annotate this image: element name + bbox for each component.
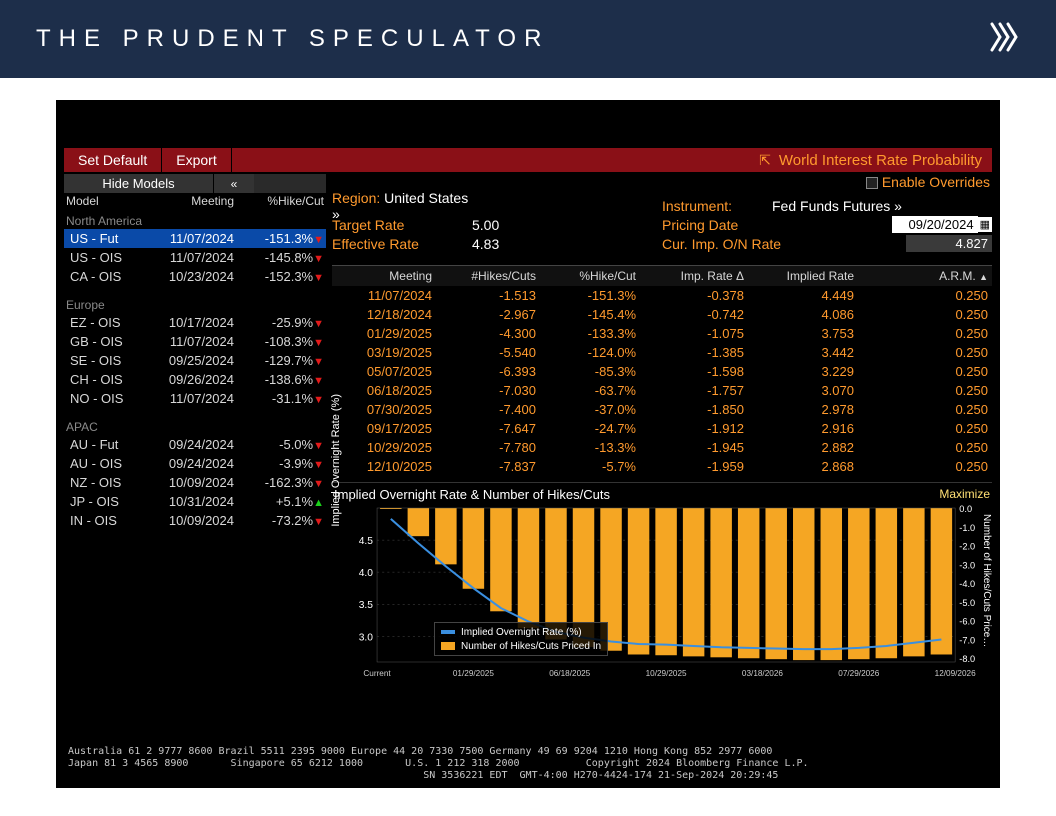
brand-logo-icon <box>986 20 1020 59</box>
model-row[interactable]: US - Fut11/07/2024-151.3%▼ <box>64 229 326 248</box>
hdr-implied[interactable]: Implied Rate <box>744 269 854 283</box>
target-rate-label: Target Rate <box>332 217 472 233</box>
rate-table-row[interactable]: 09/17/2025-7.647-24.7%-1.9122.9160.250 <box>332 419 992 438</box>
legend-line: Implied Overnight Rate (%) <box>461 627 582 638</box>
region-label: North America <box>64 212 326 229</box>
svg-text:-8.0: -8.0 <box>959 654 975 664</box>
terminal-footer: Australia 61 2 9777 8600 Brazil 5511 239… <box>68 746 988 782</box>
instrument-link[interactable]: Fed Funds Futures » <box>772 198 902 214</box>
main-panel: Enable Overrides Region: United States »… <box>332 174 992 682</box>
target-rate-value: 5.00 <box>472 217 499 233</box>
model-row[interactable]: EZ - OIS10/17/2024-25.9%▼ <box>64 313 326 332</box>
rate-table: Meeting #Hikes/Cuts %Hike/Cut Imp. Rate … <box>332 265 992 476</box>
rate-table-row[interactable]: 10/29/2025-7.780-13.3%-1.9452.8820.250 <box>332 438 992 457</box>
region-label: Region: <box>332 190 380 206</box>
model-sidebar: Hide Models « Model Meeting %Hike/Cut No… <box>64 174 326 540</box>
pricing-date-label: Pricing Date <box>662 217 832 233</box>
rate-table-row[interactable]: 11/07/2024-1.513-151.3%-0.3784.4490.250 <box>332 286 992 305</box>
bloomberg-terminal: Set Default Export ⇱ World Interest Rate… <box>56 100 1000 788</box>
cur-imp-rate-label: Cur. Imp. O/N Rate <box>662 236 832 252</box>
legend-bars: Number of Hikes/Cuts Priced In <box>461 641 601 652</box>
screen-title-text: World Interest Rate Probability <box>779 152 982 169</box>
cur-imp-rate-value: 4.827 <box>906 235 992 252</box>
checkbox-icon[interactable] <box>866 177 878 189</box>
maximize-button[interactable]: Maximize <box>939 487 990 502</box>
chart-y-right-label: Number of Hikes/Cuts Price… <box>981 514 992 647</box>
model-row[interactable]: GB - OIS11/07/2024-108.3%▼ <box>64 332 326 351</box>
model-row[interactable]: NO - OIS11/07/2024-31.1%▼ <box>64 389 326 408</box>
chart-section: Implied Overnight Rate & Number of Hikes… <box>332 482 992 682</box>
svg-text:-3.0: -3.0 <box>959 560 975 570</box>
hide-models-button[interactable]: Hide Models <box>64 174 214 193</box>
hdr-meeting[interactable]: Meeting <box>332 269 432 283</box>
set-default-button[interactable]: Set Default <box>64 148 162 172</box>
chart-legend: Implied Overnight Rate (%) Number of Hik… <box>434 622 608 656</box>
chart-y-left-label: Implied Overnight Rate (%) <box>330 394 342 527</box>
svg-text:-5.0: -5.0 <box>959 598 975 608</box>
model-row[interactable]: AU - OIS09/24/2024-3.9%▼ <box>64 454 326 473</box>
calendar-icon[interactable]: ▦ <box>978 217 992 232</box>
model-row[interactable]: NZ - OIS10/09/2024-162.3%▼ <box>64 473 326 492</box>
rate-table-row[interactable]: 03/19/2025-5.540-124.0%-1.3853.4420.250 <box>332 343 992 362</box>
sidebar-header: Model Meeting %Hike/Cut <box>64 194 326 212</box>
hdr-arm[interactable]: A.R.M. ▲ <box>854 269 992 283</box>
svg-text:12/09/2026: 12/09/2026 <box>935 669 977 678</box>
collapse-sidebar-button[interactable]: « <box>214 174 254 193</box>
svg-text:3.5: 3.5 <box>359 600 374 611</box>
model-row[interactable]: SE - OIS09/25/2024-129.7%▼ <box>64 351 326 370</box>
model-row[interactable]: CA - OIS10/23/2024-152.3%▼ <box>64 267 326 286</box>
instrument-label: Instrument: <box>662 198 732 214</box>
region-label: APAC <box>64 418 326 435</box>
rate-table-row[interactable]: 06/18/2025-7.030-63.7%-1.7573.0700.250 <box>332 381 992 400</box>
chart-title: Implied Overnight Rate & Number of Hikes… <box>334 487 610 502</box>
model-row[interactable]: JP - OIS10/31/2024+5.1%▲ <box>64 492 326 511</box>
svg-text:-1.0: -1.0 <box>959 523 975 533</box>
hdr-pct[interactable]: %Hike/Cut <box>536 269 636 283</box>
model-row[interactable]: US - OIS11/07/2024-145.8%▼ <box>64 248 326 267</box>
svg-text:-6.0: -6.0 <box>959 617 975 627</box>
svg-text:03/18/2026: 03/18/2026 <box>742 669 784 678</box>
svg-text:10/29/2025: 10/29/2025 <box>646 669 688 678</box>
svg-text:-7.0: -7.0 <box>959 636 975 646</box>
rate-chart[interactable]: Implied Overnight Rate (%) Number of Hik… <box>334 504 990 682</box>
page-title: THE PRUDENT SPECULATOR <box>36 25 549 53</box>
pricing-date-field[interactable]: 09/20/2024 <box>892 216 978 233</box>
model-row[interactable]: CH - OIS09/26/2024-138.6%▼ <box>64 370 326 389</box>
svg-text:01/29/2025: 01/29/2025 <box>453 669 495 678</box>
col-meeting: Meeting <box>142 194 234 212</box>
export-button[interactable]: Export <box>162 148 231 172</box>
rate-table-header: Meeting #Hikes/Cuts %Hike/Cut Imp. Rate … <box>332 266 992 286</box>
col-model: Model <box>64 194 142 212</box>
toolbar: Set Default Export ⇱ World Interest Rate… <box>64 148 992 172</box>
model-row[interactable]: AU - Fut09/24/2024-5.0%▼ <box>64 435 326 454</box>
hdr-hikes[interactable]: #Hikes/Cuts <box>432 269 536 283</box>
effective-rate-value: 4.83 <box>472 236 499 252</box>
svg-text:3.0: 3.0 <box>359 632 374 643</box>
screen-title: ⇱ World Interest Rate Probability <box>759 152 992 169</box>
rate-table-row[interactable]: 12/18/2024-2.967-145.4%-0.7424.0860.250 <box>332 305 992 324</box>
svg-text:4.0: 4.0 <box>359 568 374 579</box>
region-label: Europe <box>64 296 326 313</box>
page-header: THE PRUDENT SPECULATOR <box>0 0 1056 78</box>
svg-text:4.5: 4.5 <box>359 536 374 547</box>
rate-table-row[interactable]: 12/10/2025-7.837-5.7%-1.9592.8680.250 <box>332 457 992 476</box>
rate-table-row[interactable]: 01/29/2025-4.300-133.3%-1.0753.7530.250 <box>332 324 992 343</box>
svg-text:Current: Current <box>363 669 391 678</box>
svg-text:07/29/2026: 07/29/2026 <box>838 669 880 678</box>
svg-text:0.0: 0.0 <box>959 504 972 514</box>
enable-overrides-label: Enable Overrides <box>882 174 990 190</box>
effective-rate-label: Effective Rate <box>332 236 472 252</box>
terminal-container: Set Default Export ⇱ World Interest Rate… <box>0 78 1056 800</box>
svg-text:06/18/2025: 06/18/2025 <box>549 669 591 678</box>
svg-text:-2.0: -2.0 <box>959 542 975 552</box>
hdr-delta[interactable]: Imp. Rate Δ <box>636 269 744 283</box>
svg-text:-4.0: -4.0 <box>959 579 975 589</box>
rate-table-row[interactable]: 05/07/2025-6.393-85.3%-1.5983.2290.250 <box>332 362 992 381</box>
rate-table-row[interactable]: 07/30/2025-7.400-37.0%-1.8502.9780.250 <box>332 400 992 419</box>
popout-icon[interactable]: ⇱ <box>759 152 771 169</box>
model-row[interactable]: IN - OIS10/09/2024-73.2%▼ <box>64 511 326 530</box>
col-pct: %Hike/Cut <box>234 194 326 212</box>
